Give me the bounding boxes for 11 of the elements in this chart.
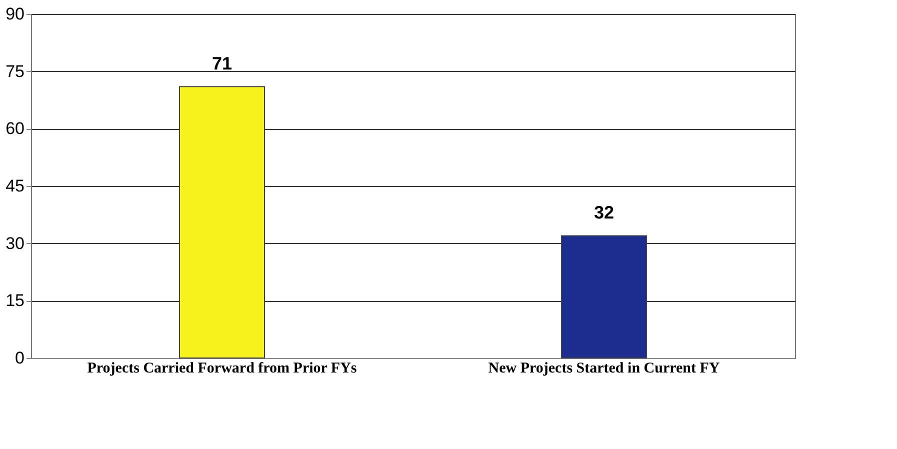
y-tick-label: 60 [6,119,24,138]
y-tick-label: 90 [6,4,24,24]
y-tick-label: 45 [6,176,24,196]
y-tick-label: 75 [6,62,24,81]
x-tick-label: New Projects Started in Current FY [488,360,720,376]
data-label: 32 [594,202,614,223]
y-tick-label: 0 [15,348,24,368]
y-tick-label: 15 [6,291,24,310]
x-tick-label: Projects Carried Forward from Prior FYs [87,360,357,376]
y-tick-label: 30 [6,234,24,253]
data-label: 71 [212,54,232,74]
